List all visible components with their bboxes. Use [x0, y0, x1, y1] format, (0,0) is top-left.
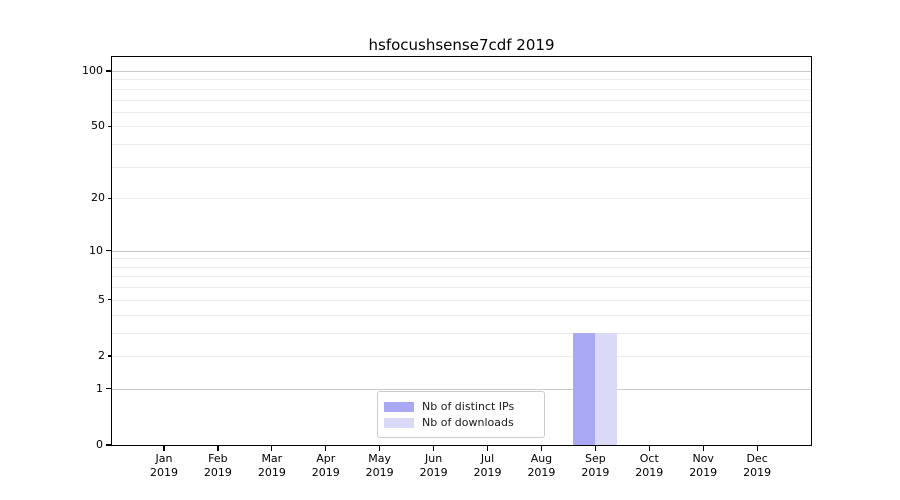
- x-tick-mark: [756, 445, 758, 451]
- chart-title: hsfocushsense7cdf 2019: [368, 36, 555, 54]
- legend-label-downloads: Nb of downloads: [422, 416, 514, 429]
- y-major-gridline: [112, 250, 811, 252]
- legend-swatch-downloads-icon: [384, 417, 414, 428]
- y-tick-label: 100: [82, 63, 103, 77]
- y-minor-gridline: [112, 314, 811, 316]
- y-minor-gridline: [112, 126, 811, 128]
- y-minor-gridline: [112, 332, 811, 334]
- y-minor-gridline: [112, 299, 811, 301]
- y-tick-mark: [108, 299, 112, 301]
- x-tick-mark: [648, 445, 650, 451]
- x-tick-label: Jul 2019: [473, 452, 502, 479]
- y-tick-mark: [106, 250, 112, 252]
- y-minor-gridline: [112, 144, 811, 146]
- legend-item-downloads: Nb of downloads: [384, 416, 538, 429]
- y-tick-mark: [108, 125, 112, 127]
- legend-label-distinct-ips: Nb of distinct IPs: [422, 400, 515, 413]
- x-tick-mark: [486, 445, 489, 451]
- x-tick-label: May 2019: [365, 452, 394, 479]
- x-tick-mark: [163, 445, 165, 451]
- y-tick-label: 2: [98, 348, 105, 362]
- x-tick-mark: [594, 445, 596, 451]
- x-tick-label: Aug 2019: [527, 452, 556, 479]
- y-minor-gridline: [112, 99, 811, 101]
- x-tick-mark: [702, 445, 704, 451]
- y-minor-gridline: [112, 276, 811, 278]
- x-tick-mark: [379, 445, 381, 451]
- y-tick-mark: [106, 388, 112, 390]
- y-minor-gridline: [112, 198, 811, 200]
- y-minor-gridline: [112, 166, 811, 168]
- legend-item-distinct-ips: Nb of distinct IPs: [384, 400, 538, 413]
- bar-downloads: [595, 332, 618, 445]
- y-tick-mark: [108, 355, 112, 357]
- y-tick-label: 10: [89, 243, 103, 257]
- y-minor-gridline: [112, 79, 811, 81]
- x-tick-label: Nov 2019: [689, 452, 718, 479]
- y-major-gridline: [112, 388, 811, 390]
- x-tick-label: Oct 2019: [635, 452, 664, 479]
- legend-swatch-distinct-ips-icon: [384, 401, 414, 412]
- y-tick-label: 50: [91, 119, 105, 133]
- y-tick-label: 5: [98, 292, 105, 306]
- y-major-gridline: [112, 70, 811, 72]
- x-tick-mark: [433, 445, 435, 451]
- x-tick-mark: [325, 445, 327, 451]
- x-tick-label: Apr 2019: [311, 452, 340, 479]
- y-tick-mark: [106, 70, 112, 72]
- y-tick-mark: [106, 444, 112, 446]
- x-tick-mark: [540, 445, 543, 451]
- y-minor-gridline: [112, 258, 811, 260]
- y-minor-gridline: [112, 266, 811, 268]
- x-tick-label: Mar 2019: [257, 452, 286, 479]
- y-minor-gridline: [112, 287, 811, 289]
- y-minor-gridline: [112, 88, 811, 90]
- x-tick-label: Dec 2019: [743, 452, 772, 479]
- x-tick-label: Feb 2019: [203, 452, 232, 479]
- y-tick-mark: [108, 197, 112, 199]
- legend: Nb of distinct IPs Nb of downloads: [377, 391, 545, 438]
- y-tick-label: 1: [96, 381, 103, 395]
- x-tick-label: Jan 2019: [150, 452, 178, 479]
- x-tick-mark: [217, 445, 219, 451]
- bar-distinct-ips: [573, 332, 596, 445]
- y-minor-gridline: [112, 111, 811, 113]
- y-tick-label: 20: [91, 191, 105, 205]
- x-tick-mark: [271, 445, 273, 451]
- y-tick-label: 0: [96, 438, 103, 451]
- x-tick-label: Sep 2019: [581, 452, 610, 479]
- x-tick-label: Jun 2019: [419, 452, 448, 479]
- y-minor-gridline: [112, 355, 811, 357]
- plot-area: [112, 57, 811, 445]
